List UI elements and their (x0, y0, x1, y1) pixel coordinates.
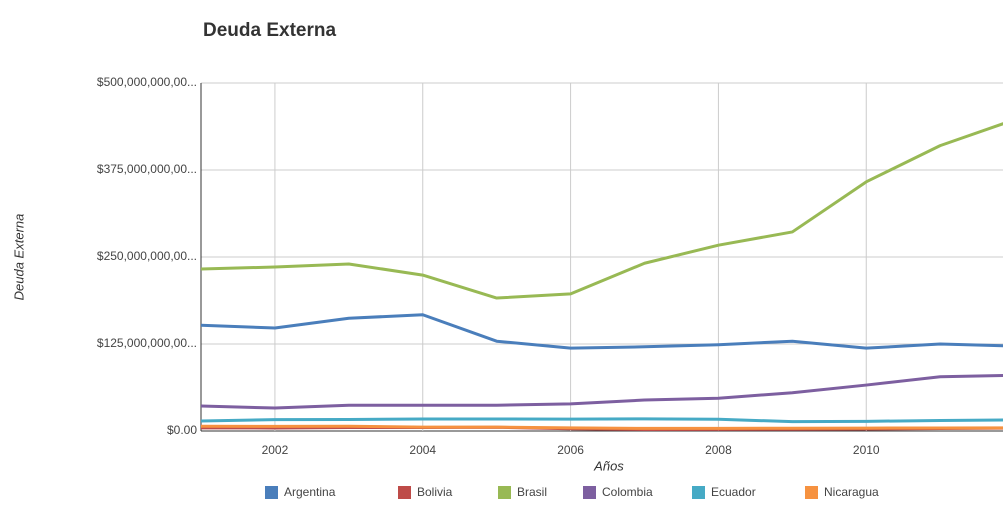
plot-area (201, 122, 1003, 431)
series-line (201, 417, 1003, 424)
legend-label: Argentina (284, 485, 336, 499)
x-tick-label: 2010 (853, 443, 880, 457)
legend-swatch (805, 486, 818, 499)
y-axis-title: Deuda Externa (11, 214, 26, 301)
y-tick-label: $125,000,000,00... (97, 336, 197, 350)
legend-swatch (583, 486, 596, 499)
legend-label: Colombia (602, 485, 653, 499)
x-tick-label: 2006 (557, 443, 584, 457)
legend-swatch (398, 486, 411, 499)
x-tick-label: 2004 (409, 443, 436, 457)
chart-title: Deuda Externa (203, 20, 336, 41)
y-tick-label: $375,000,000,00... (97, 162, 197, 176)
legend-swatch (265, 486, 278, 499)
y-tick-label: $500,000,000,00... (97, 75, 197, 89)
series-line (201, 313, 1003, 350)
grid (200, 82, 1003, 432)
legend-label: Ecuador (711, 485, 756, 499)
legend-swatch (692, 486, 705, 499)
legend-label: Bolivia (417, 485, 453, 499)
series-line (201, 374, 1003, 410)
legend-label: Nicaragua (824, 485, 879, 499)
legend-swatch (498, 486, 511, 499)
x-tick-label: 2008 (705, 443, 732, 457)
x-tick-label: 2002 (262, 443, 289, 457)
series-line (201, 122, 1003, 300)
y-tick-label: $0.00 (167, 423, 197, 437)
legend-label: Brasil (517, 485, 547, 499)
x-axis-title: Años (593, 458, 624, 473)
series-line (201, 424, 1003, 430)
y-tick-label: $250,000,000,00... (97, 249, 197, 263)
